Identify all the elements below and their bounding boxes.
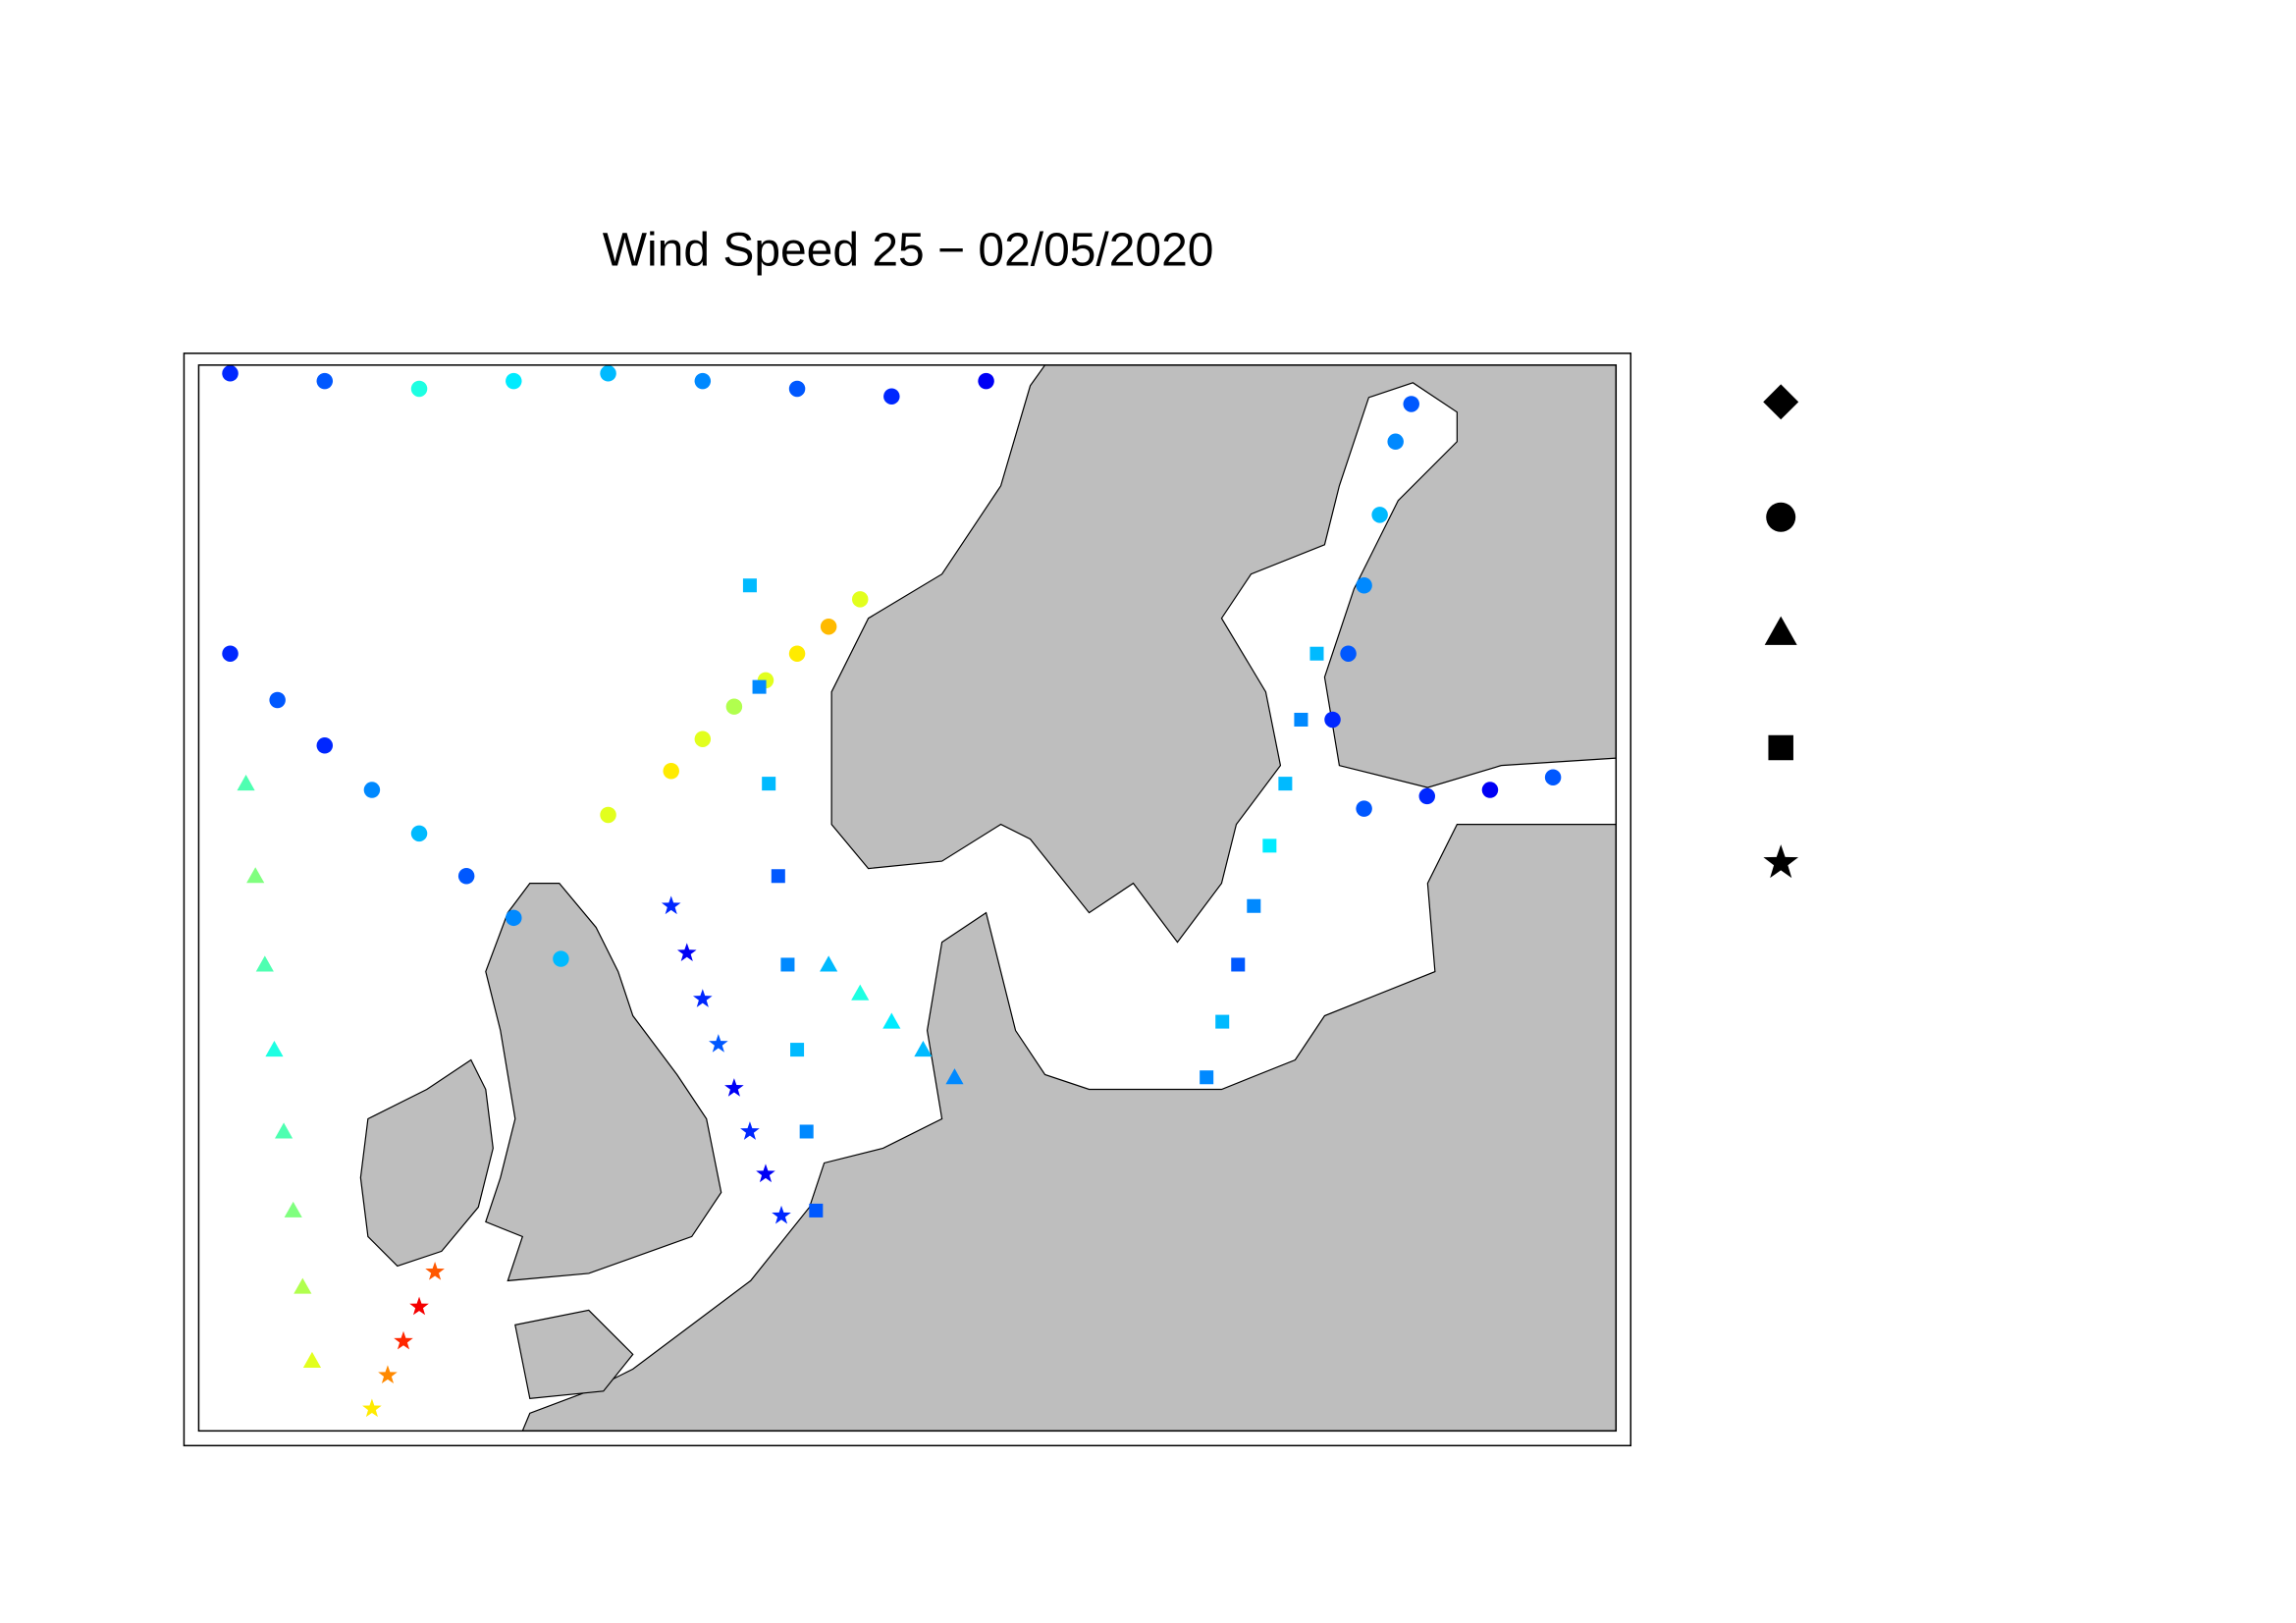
marker-triangle <box>820 955 838 972</box>
marker-circle <box>851 591 869 608</box>
marker-circle <box>600 806 616 824</box>
marker-circle <box>410 380 428 398</box>
marker-circle <box>457 868 475 885</box>
marker-star <box>756 1163 775 1183</box>
marker-circle <box>1418 787 1436 805</box>
marker-circle <box>553 950 569 967</box>
land <box>359 364 1617 1432</box>
marker-circle <box>1340 645 1357 662</box>
marker-circle <box>363 782 381 798</box>
marker-circle <box>788 645 806 662</box>
scandinavia <box>830 364 1617 944</box>
marker-star <box>724 1078 744 1097</box>
marker-circle <box>316 372 334 390</box>
brittany <box>514 1309 634 1400</box>
marker-star <box>709 1034 728 1053</box>
marker-star <box>661 895 681 915</box>
marker-square <box>752 679 767 694</box>
marker-star <box>1763 844 1799 879</box>
marker-circle <box>506 372 522 390</box>
marker-diamond <box>1763 384 1799 420</box>
marker-square <box>1262 839 1277 853</box>
marker-star <box>772 1205 791 1224</box>
marker-circle <box>1481 782 1499 798</box>
marker-circle <box>1324 711 1341 729</box>
marker-circle <box>316 737 334 754</box>
data-points <box>222 365 1562 1418</box>
marker-triangle <box>255 955 274 972</box>
marker-triangle <box>851 984 870 1001</box>
marker-star <box>394 1330 413 1350</box>
marker-star <box>378 1365 398 1384</box>
marker-circle <box>1387 433 1404 451</box>
marker-triangle <box>274 1122 294 1139</box>
marker-circle <box>1356 800 1372 817</box>
marker-square <box>1200 1070 1214 1085</box>
marker-circle <box>1356 576 1372 594</box>
marker-circle <box>663 763 679 780</box>
marker-star <box>362 1398 382 1418</box>
marker-triangle <box>246 867 265 884</box>
marker-square <box>1247 898 1261 913</box>
marker-square <box>809 1203 824 1217</box>
marker-triangle <box>945 1068 964 1085</box>
marker-circle <box>694 730 712 747</box>
marker-triangle <box>265 1041 284 1057</box>
marker-triangle <box>882 1012 901 1029</box>
marker-circle <box>410 825 428 842</box>
marker-square <box>799 1124 814 1139</box>
map-title: Wind Speed 25 − 02/05/2020 <box>603 225 1214 277</box>
marker-square <box>742 578 757 593</box>
marker-circle <box>725 698 743 715</box>
map-border <box>197 364 1618 1433</box>
marker-star <box>425 1262 445 1280</box>
marker-star <box>676 943 697 961</box>
marker-square <box>1309 646 1324 661</box>
marker-star <box>693 989 713 1007</box>
marker-square <box>780 957 795 972</box>
marker-triangle <box>914 1041 933 1057</box>
marker-circle <box>1371 507 1388 523</box>
marker-triangle <box>1764 616 1797 645</box>
marker-square <box>1294 712 1308 727</box>
marker-circle <box>883 388 900 405</box>
marker-triangle <box>294 1277 312 1294</box>
marker-star <box>740 1121 760 1140</box>
marker-circle <box>222 365 239 382</box>
marker-triangle <box>284 1201 302 1217</box>
marker-triangle <box>237 775 255 791</box>
marker-circle <box>788 380 806 398</box>
marker-circle <box>1403 396 1419 412</box>
marker-square <box>1278 777 1293 791</box>
marker-square <box>1215 1014 1230 1029</box>
marker-square <box>762 777 776 791</box>
marker-circle <box>694 372 712 390</box>
marker-square <box>771 869 785 884</box>
marker-circle <box>1544 769 1562 785</box>
marker-circle <box>600 365 616 382</box>
marker-circle <box>1766 502 1796 532</box>
marker-circle <box>820 618 837 635</box>
marker-square <box>790 1043 805 1057</box>
marker-circle <box>506 909 522 927</box>
marker-circle <box>269 691 286 709</box>
marker-square <box>1768 734 1793 761</box>
marker-star <box>409 1296 429 1316</box>
ireland <box>359 1058 494 1268</box>
marker-square <box>1231 957 1246 972</box>
marker-triangle <box>302 1351 322 1368</box>
marker-circle <box>978 372 994 390</box>
marker-circle <box>222 645 239 662</box>
legend <box>1763 384 1799 879</box>
